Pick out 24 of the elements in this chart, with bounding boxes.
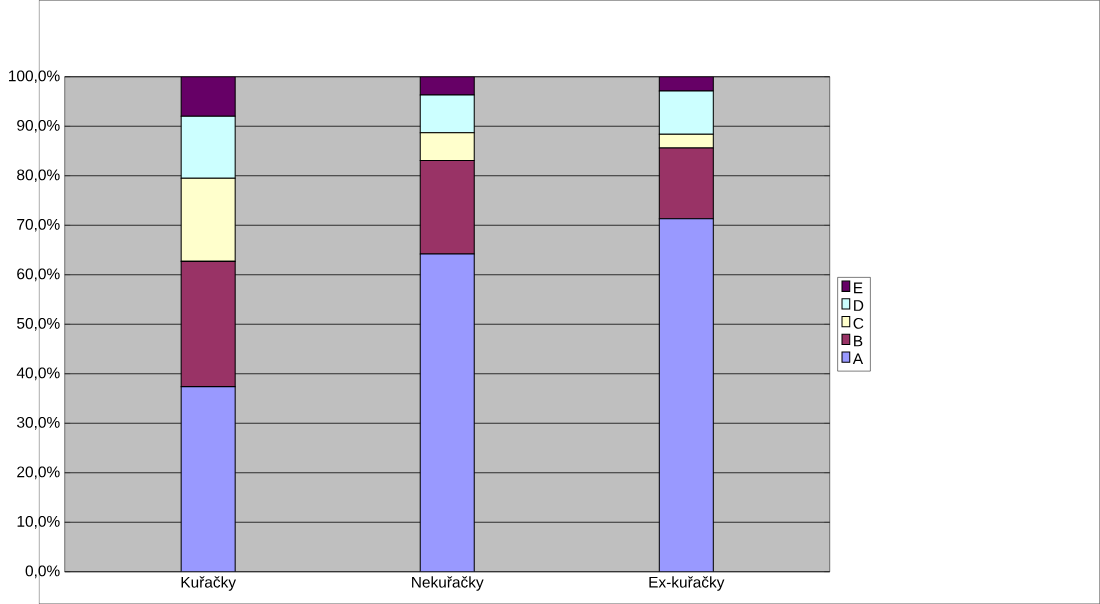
- legend-label: D: [854, 300, 864, 311]
- y-tick-label: 30,0%: [17, 416, 60, 430]
- y-tick-label: 40,0%: [16, 367, 60, 381]
- y-tick-label: 100,0%: [9, 70, 60, 84]
- legend-label: C: [853, 317, 864, 329]
- legend-label: A: [852, 353, 864, 364]
- x-tick-label: Nekuřačky: [412, 576, 484, 591]
- bar: [658, 218, 714, 572]
- y-tick-label: 90,0%: [17, 119, 60, 133]
- bar: [180, 386, 236, 572]
- y-tick-label: 60,0%: [17, 268, 60, 282]
- y-tick-label: 20,0%: [17, 466, 60, 480]
- bar: [419, 253, 475, 572]
- y-tick-label: 10,0%: [17, 515, 60, 529]
- bar: [180, 76, 236, 117]
- y-tick-label: 50,0%: [17, 317, 60, 331]
- x-tick-label: Ex-kuřačky: [649, 576, 725, 591]
- x-tick-label: Kuřačky: [181, 576, 236, 591]
- legend-label: E: [854, 282, 863, 294]
- y-tick-label: 70,0%: [17, 218, 60, 232]
- y-tick-label: 80,0%: [17, 169, 60, 183]
- bar: [419, 76, 475, 96]
- y-tick-label: 0,0%: [25, 565, 60, 579]
- legend-label: B: [854, 335, 863, 347]
